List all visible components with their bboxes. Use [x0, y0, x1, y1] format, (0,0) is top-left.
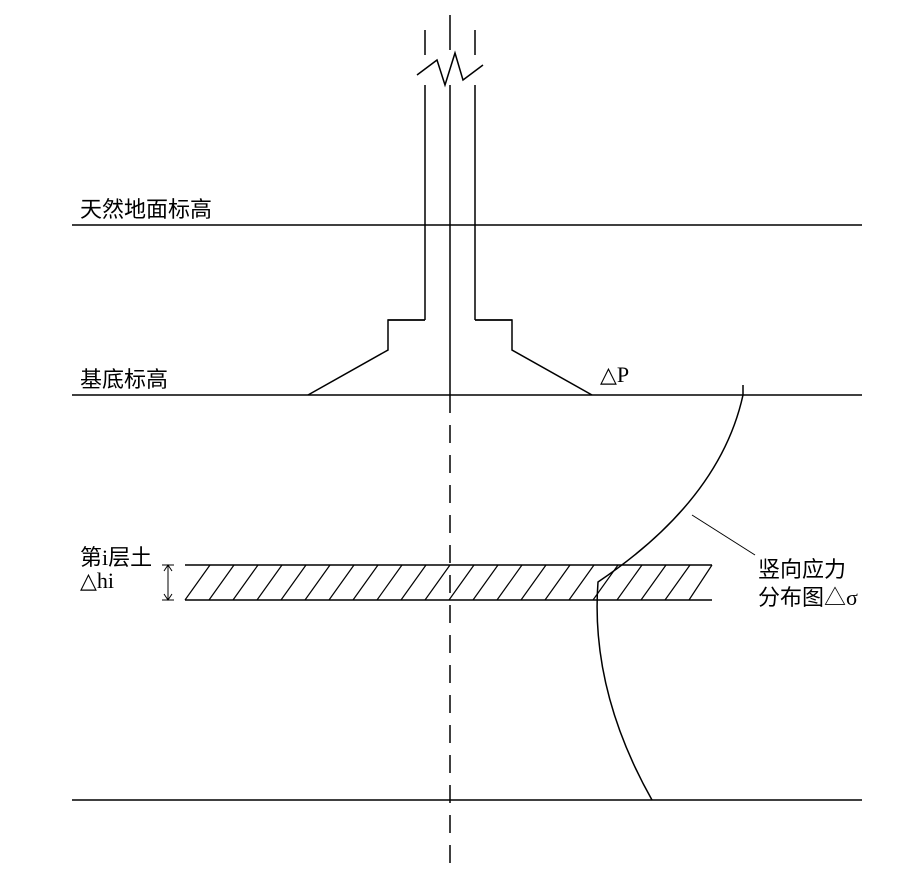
delta-h-label: △hi	[80, 568, 114, 594]
base-level-label: 基底标高	[80, 362, 168, 394]
stress-curve-label-2: 分布图△σ	[758, 580, 858, 612]
diagram-svg	[0, 0, 918, 888]
ground-level-label: 天然地面标高	[80, 192, 212, 224]
foundation-settlement-diagram: 天然地面标高 基底标高 △P 第i层土 △hi 竖向应力 分布图△σ	[0, 0, 918, 888]
delta-p-label: △P	[600, 362, 629, 388]
